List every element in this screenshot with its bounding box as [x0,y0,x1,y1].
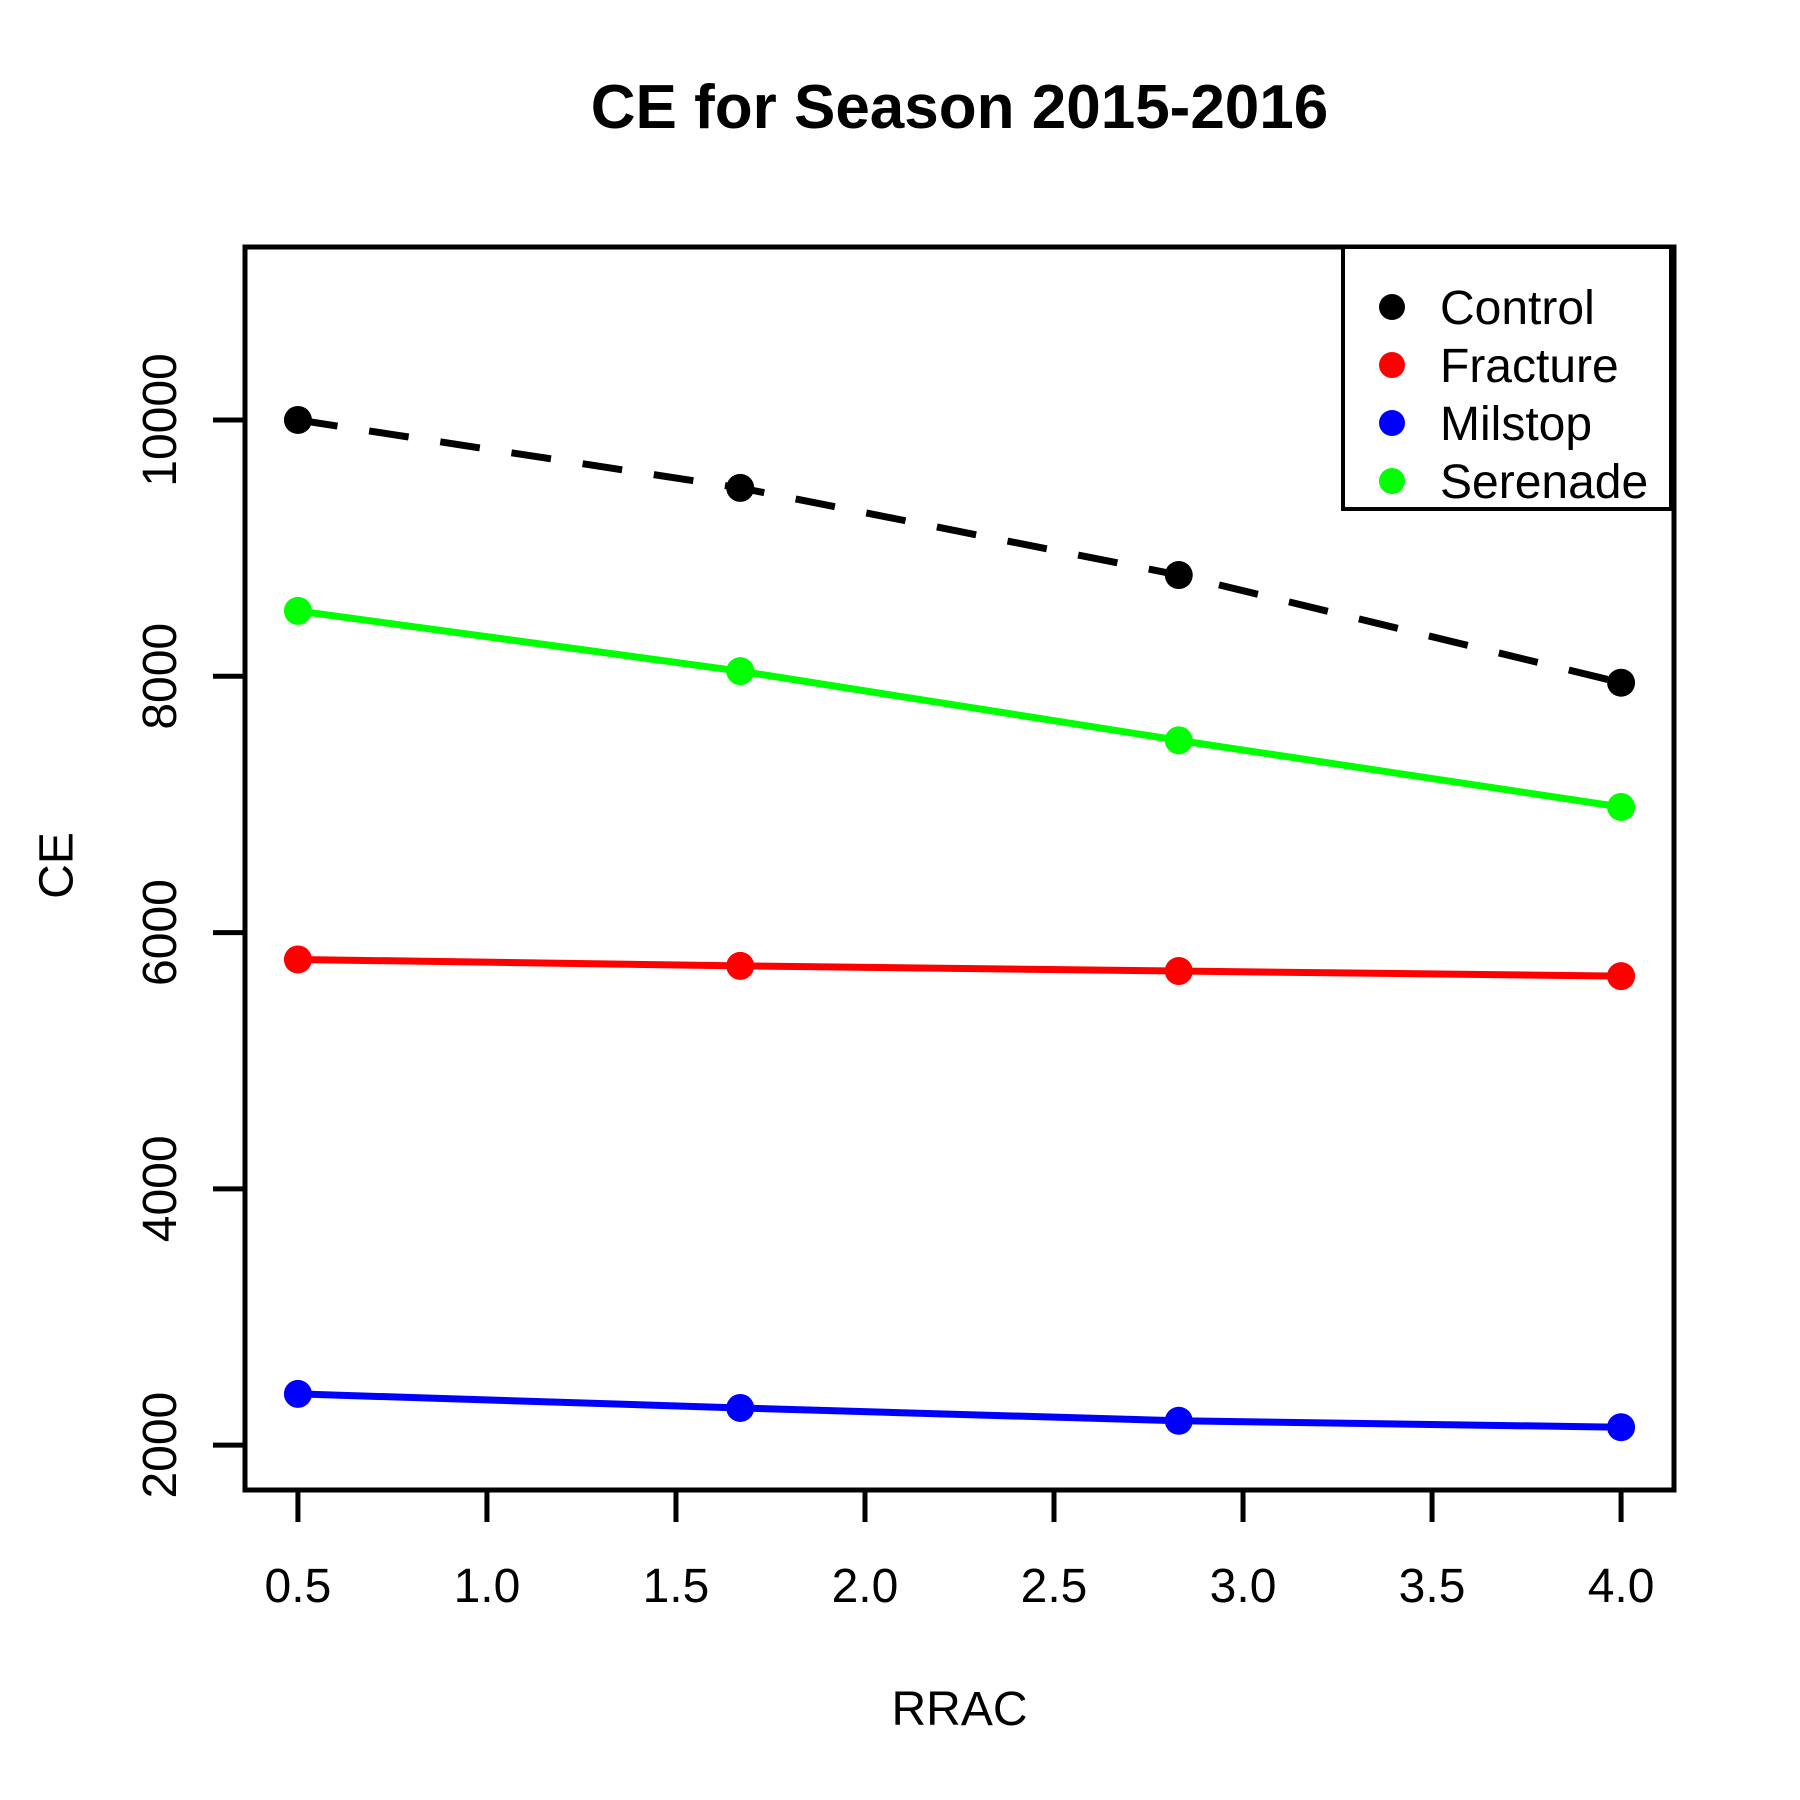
y-tick-label: 10000 [134,353,187,486]
data-point-control [1607,668,1636,697]
data-point-fracture [726,951,755,980]
legend-label-milstop: Milstop [1440,398,1592,451]
x-tick-label: 1.0 [454,1560,521,1613]
y-tick-label: 4000 [134,1135,187,1242]
y-tick-label: 2000 [134,1392,187,1499]
data-point-control [283,405,312,434]
legend-marker-serenade [1379,468,1405,494]
x-tick-label: 2.0 [832,1560,899,1613]
plot-box [242,244,1677,1493]
y-tick-label: 8000 [134,623,187,730]
data-point-milstop [1607,1413,1636,1442]
data-point-fracture [283,945,312,974]
series-line-fracture [297,955,1622,980]
data-point-fracture [1607,962,1636,991]
chart-title: CE for Season 2015-2016 [590,73,1329,142]
legend-label-fracture: Fracture [1440,340,1619,393]
data-point-serenade [1607,792,1636,821]
legend-label-control: Control [1440,282,1595,335]
x-tick-label: 2.5 [1021,1560,1088,1613]
legend-marker-milstop [1379,410,1405,436]
y-axis-title: CE [30,832,84,899]
data-point-milstop [1164,1406,1193,1435]
data-point-serenade [283,596,312,625]
legend-box [1341,245,1673,511]
x-tick-label: 0.5 [265,1560,332,1613]
x-tick-label: 1.5 [643,1560,710,1613]
data-point-control [1164,561,1193,590]
data-point-serenade [726,657,755,686]
data-point-serenade [1164,726,1193,755]
data-point-control [726,473,755,502]
legend-marker-control [1379,294,1405,320]
legend-label-serenade: Serenade [1440,456,1648,509]
series-line-serenade [297,607,1622,811]
data-point-milstop [283,1379,312,1408]
series-line-control [297,416,1622,687]
y-tick-label: 6000 [134,879,187,986]
series-line-milstop [297,1390,1622,1431]
x-axis-title: RRAC [891,1683,1028,1736]
x-tick-label: 4.0 [1588,1560,1655,1613]
x-tick-label: 3.0 [1210,1560,1277,1613]
legend-marker-fracture [1379,352,1405,378]
x-tick-label: 3.5 [1399,1560,1466,1613]
data-point-fracture [1164,957,1193,986]
data-point-milstop [726,1393,755,1422]
